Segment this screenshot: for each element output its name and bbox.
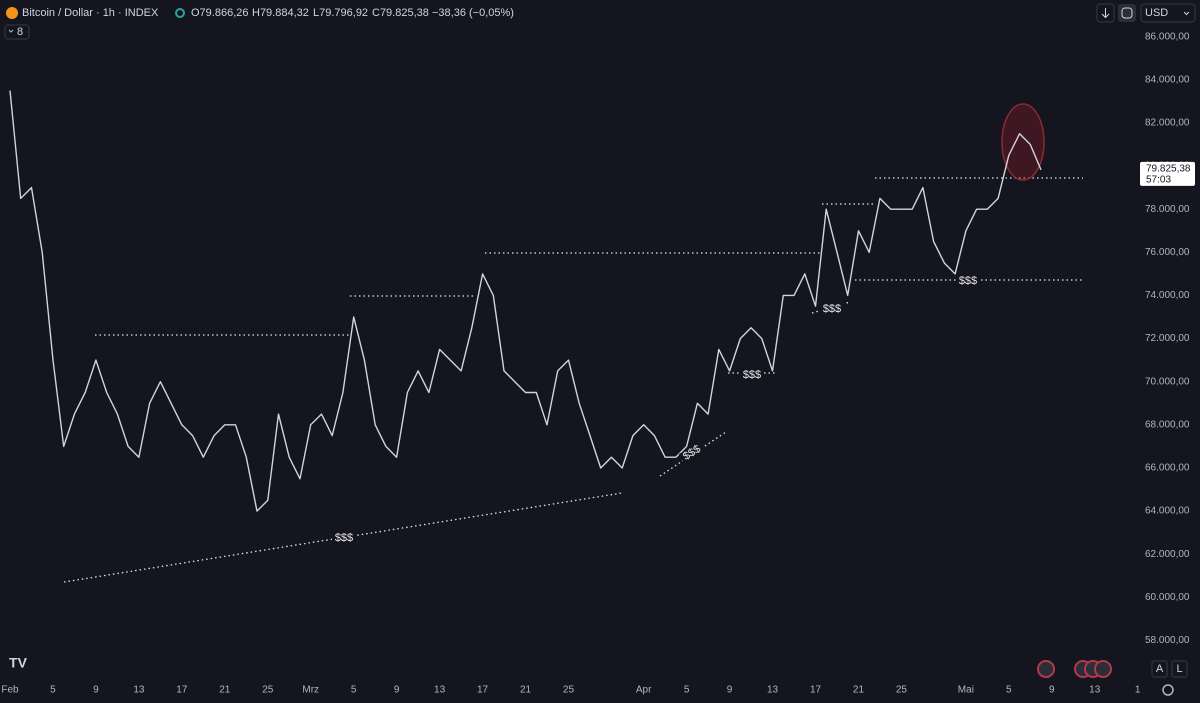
x-tick-label: 17 bbox=[477, 685, 489, 696]
y-tick-label: 72.000,00 bbox=[1145, 333, 1190, 344]
y-tick-label: 64.000,00 bbox=[1145, 506, 1190, 517]
y-tick-label: 70.000,00 bbox=[1145, 376, 1190, 387]
x-tick-label: 25 bbox=[563, 685, 575, 696]
y-tick-label: 86.000,00 bbox=[1145, 31, 1190, 42]
settings-icon[interactable] bbox=[1162, 684, 1174, 696]
symbol-title: Bitcoin / Dollar · 1h · INDEX bbox=[22, 7, 159, 19]
x-tick-label: 9 bbox=[727, 685, 733, 696]
arrow-icon bbox=[1101, 8, 1110, 19]
currency: USD bbox=[1145, 7, 1168, 19]
x-tick-label: 5 bbox=[50, 685, 56, 696]
annotation: $$$ bbox=[743, 369, 761, 381]
x-tick-label: Feb bbox=[1, 685, 19, 696]
ohlc-close: C79.825,38 bbox=[372, 7, 429, 19]
x-tick-label: 25 bbox=[262, 685, 274, 696]
annotation-bg bbox=[678, 441, 706, 465]
x-tick-label: 21 bbox=[853, 685, 865, 696]
download-button[interactable] bbox=[1096, 3, 1115, 23]
annotation: $$$ bbox=[823, 303, 841, 315]
x-tick-label: 5 bbox=[1006, 685, 1012, 696]
y-tick-label: 62.000,00 bbox=[1145, 549, 1190, 560]
x-tick-label: Mai bbox=[958, 685, 974, 696]
highlight-ellipse bbox=[1001, 103, 1045, 181]
sync-button[interactable] bbox=[1118, 4, 1136, 22]
event-flags bbox=[1037, 660, 1112, 678]
ohlc-low: L79.796,92 bbox=[313, 7, 368, 19]
x-tick-label: Apr bbox=[636, 685, 652, 696]
y-tick-label: 66.000,00 bbox=[1145, 463, 1190, 474]
annotation-bg bbox=[956, 275, 980, 287]
x-tick-label: 13 bbox=[767, 685, 779, 696]
countdown: 57:03 bbox=[1146, 174, 1171, 185]
ohlc-change: −38,36 (−0,05%) bbox=[432, 7, 514, 19]
currency-select[interactable] bbox=[1140, 3, 1196, 23]
x-tick-label: 13 bbox=[434, 685, 446, 696]
ohlc-high: H79.884,32 bbox=[252, 7, 309, 19]
x-tick-label: 17 bbox=[176, 685, 188, 696]
y-tick-label: 58.000,00 bbox=[1145, 635, 1190, 646]
x-tick-label: 5 bbox=[684, 685, 690, 696]
annotation-bg bbox=[820, 303, 844, 315]
y-tick-label: 74.000,00 bbox=[1145, 290, 1190, 301]
logo: TV bbox=[9, 655, 28, 671]
x-tick-label: 5 bbox=[351, 685, 357, 696]
market-status bbox=[175, 8, 185, 18]
x-tick-label: 9 bbox=[1049, 685, 1055, 696]
annotation: $$$ bbox=[335, 532, 353, 544]
y-tick-label: 76.000,00 bbox=[1145, 247, 1190, 258]
y-tick-label: 84.000,00 bbox=[1145, 74, 1190, 85]
y-tick-label: 82.000,00 bbox=[1145, 118, 1190, 129]
x-tick-label: 9 bbox=[394, 685, 400, 696]
x-tick-label: 13 bbox=[133, 685, 145, 696]
x-tick-label: Mrz bbox=[302, 685, 319, 696]
scale-button-label: A bbox=[1156, 663, 1164, 675]
auto-scale-button[interactable] bbox=[1151, 660, 1168, 678]
last-price-box bbox=[1140, 161, 1195, 186]
log-scale-button[interactable] bbox=[1171, 660, 1188, 678]
price-line bbox=[9, 90, 1042, 512]
x-tick-label: 21 bbox=[219, 685, 231, 696]
annotation-bg bbox=[332, 532, 356, 544]
indicator-count: 8 bbox=[17, 26, 23, 38]
y-tick-label: 78.000,00 bbox=[1145, 204, 1190, 215]
x-tick-label: 1 bbox=[1135, 685, 1141, 696]
y-tick-label: 60.000,00 bbox=[1145, 592, 1190, 603]
sync-icon bbox=[1121, 7, 1133, 19]
x-tick-label: 17 bbox=[810, 685, 822, 696]
x-tick-label: 13 bbox=[1089, 685, 1101, 696]
flag bbox=[1037, 660, 1055, 678]
last-price-label: 79.825,38 bbox=[1146, 163, 1191, 174]
annotation: $$$ bbox=[959, 275, 977, 287]
x-tick-label: 25 bbox=[896, 685, 908, 696]
symbol-icon bbox=[6, 7, 18, 19]
chevron bbox=[8, 29, 14, 33]
y-tick-label: 68.000,00 bbox=[1145, 419, 1190, 430]
indicator-toggle[interactable] bbox=[4, 24, 30, 40]
scale-button-label: L bbox=[1176, 663, 1182, 675]
annotation-bg bbox=[740, 369, 764, 381]
ohlc-open: O79.866,26 bbox=[191, 7, 249, 19]
chevron bbox=[1183, 11, 1190, 16]
flag bbox=[1094, 660, 1112, 678]
x-tick-label: 9 bbox=[93, 685, 99, 696]
x-tick-label: 21 bbox=[520, 685, 532, 696]
